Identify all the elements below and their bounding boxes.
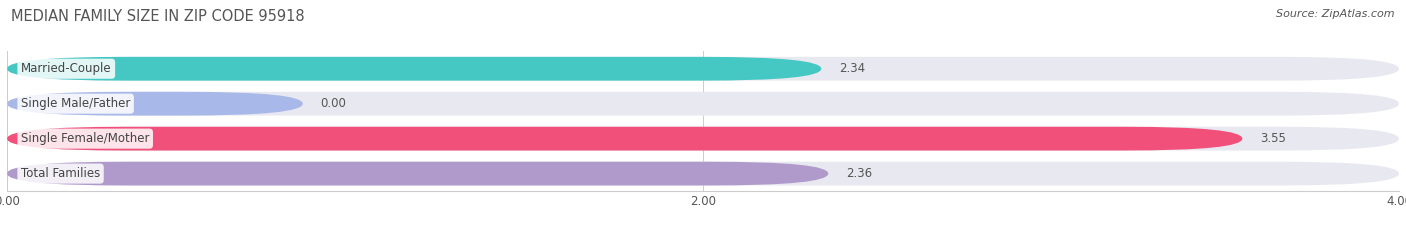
- FancyBboxPatch shape: [7, 127, 1399, 151]
- Text: Total Families: Total Families: [21, 167, 100, 180]
- Text: Single Male/Father: Single Male/Father: [21, 97, 131, 110]
- FancyBboxPatch shape: [7, 57, 1399, 81]
- Text: Married-Couple: Married-Couple: [21, 62, 111, 75]
- FancyBboxPatch shape: [7, 92, 302, 116]
- Text: Source: ZipAtlas.com: Source: ZipAtlas.com: [1277, 9, 1395, 19]
- Text: 3.55: 3.55: [1260, 132, 1285, 145]
- FancyBboxPatch shape: [7, 162, 1399, 185]
- Text: 2.34: 2.34: [839, 62, 865, 75]
- FancyBboxPatch shape: [7, 92, 1399, 116]
- Text: 2.36: 2.36: [845, 167, 872, 180]
- FancyBboxPatch shape: [7, 127, 1243, 151]
- Text: Single Female/Mother: Single Female/Mother: [21, 132, 149, 145]
- FancyBboxPatch shape: [7, 162, 828, 185]
- FancyBboxPatch shape: [7, 57, 821, 81]
- Text: MEDIAN FAMILY SIZE IN ZIP CODE 95918: MEDIAN FAMILY SIZE IN ZIP CODE 95918: [11, 9, 305, 24]
- Text: 0.00: 0.00: [321, 97, 346, 110]
